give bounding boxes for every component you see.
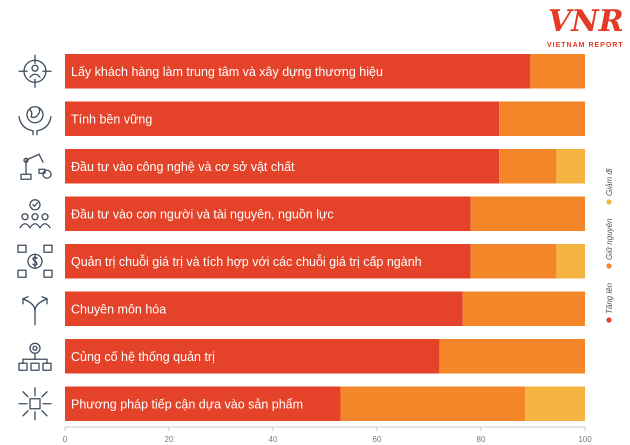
bar-label: Quản trị chuỗi giá trị và tích hợp với c… — [71, 254, 422, 269]
globe-hands-icon — [18, 106, 52, 136]
legend-label: Giữ nguyên — [605, 218, 614, 260]
bar-segment-decrease — [556, 149, 585, 184]
x-tick-label: 0 — [63, 435, 68, 444]
bar-label: Đầu tư vào con người và tài nguyên, nguồ… — [71, 207, 334, 221]
bar-segment-keep — [470, 244, 557, 279]
bar-segment-increase — [65, 386, 341, 421]
bar-labels: Lấy khách hàng làm trung tâm và xây dựng… — [71, 65, 422, 412]
x-tick-label: 60 — [373, 435, 382, 444]
x-tick-label: 20 — [165, 435, 174, 444]
bar-segment-keep — [499, 101, 585, 136]
bar-segment-keep — [462, 291, 585, 326]
vnr-logo: VNR VIETNAM REPORT — [547, 4, 624, 49]
bar-segment-decrease — [525, 386, 585, 421]
people-team-icon — [19, 199, 51, 229]
logo-text: VNR — [548, 4, 624, 39]
legend-marker — [606, 199, 612, 205]
bar-label: Chuyên môn hóa — [71, 302, 166, 316]
bar-segment-increase — [65, 149, 500, 184]
bar-label: Phương pháp tiếp cận dựa vào sản phẩm — [71, 397, 303, 411]
category-icons — [17, 54, 53, 421]
bar-segment-increase — [65, 101, 500, 136]
bar-label: Đầu tư vào công nghệ và cơ sở vật chất — [71, 160, 295, 174]
legend-label: Tăng lên — [605, 282, 614, 314]
legend: Tăng lên Giữ nguyên Giảm đi — [605, 168, 614, 323]
x-axis-ticks: 0 20 40 60 80 100 — [63, 427, 592, 444]
customer-target-icon — [18, 54, 52, 88]
legend-label: Giảm đi — [605, 168, 614, 196]
legend-marker — [606, 263, 612, 269]
bars — [65, 54, 585, 421]
bar-segment-decrease — [556, 244, 585, 279]
split-arrows-icon — [22, 296, 48, 326]
x-tick-label: 40 — [269, 435, 278, 444]
product-box-arrows-icon — [18, 387, 52, 421]
robot-arm-icon — [20, 153, 52, 180]
network-gear-icon — [18, 342, 52, 371]
bar-segment-increase — [65, 339, 440, 374]
bar-segment-keep — [340, 386, 526, 421]
bar-segment-keep — [439, 339, 585, 374]
legend-marker — [606, 317, 612, 323]
bar-segment-increase — [65, 54, 531, 89]
bar-segment-keep — [470, 196, 585, 231]
bar-label: Lấy khách hàng làm trung tâm và xây dựng… — [71, 65, 383, 79]
bar-segment-increase — [65, 244, 471, 279]
bar-segment-keep — [530, 54, 585, 89]
x-tick-label: 80 — [477, 435, 486, 444]
logo-subtitle: VIETNAM REPORT — [547, 42, 624, 49]
bar-segment-increase — [65, 196, 471, 231]
supply-chain-dollar-icon — [17, 244, 53, 278]
bar-segment-keep — [499, 149, 557, 184]
x-tick-label: 100 — [578, 435, 592, 444]
bar-label: Củng cố hệ thống quản trị — [71, 350, 215, 364]
bar-label: Tính bền vững — [71, 112, 152, 126]
bar-segment-increase — [65, 291, 463, 326]
